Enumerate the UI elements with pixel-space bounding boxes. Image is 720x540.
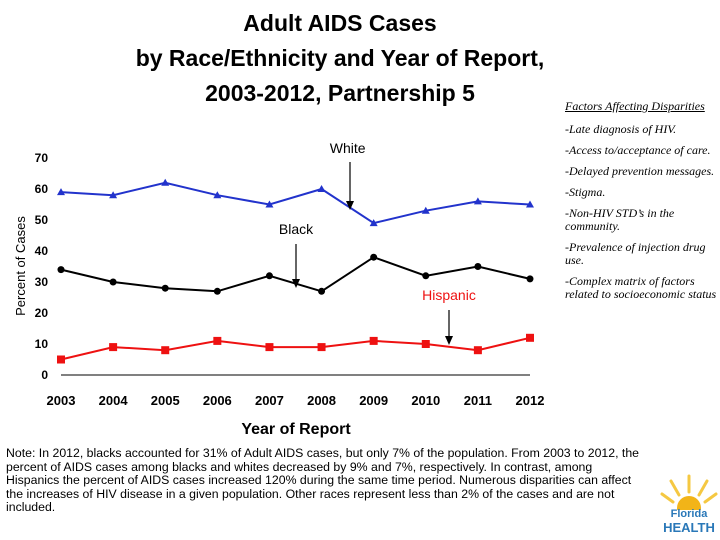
hispanic-series-line	[60, 336, 531, 361]
black-series-label: Black	[279, 221, 314, 237]
black-data-point	[265, 272, 273, 280]
factor-item: -Prevalence of injection drug use.	[565, 240, 706, 267]
black-data-point	[161, 284, 169, 292]
title-line-1: Adult AIDS Cases	[243, 10, 437, 36]
white-data-point	[161, 178, 170, 186]
hispanic-data-point	[317, 343, 326, 352]
hispanic-data-point	[213, 336, 222, 345]
x-tick-label: 2006	[203, 393, 232, 408]
x-tick-label: 2005	[151, 393, 180, 408]
factors-panel: Factors Affecting Disparities -Late diag…	[565, 99, 720, 309]
black-data-point	[422, 272, 430, 280]
sun-logo-icon	[660, 474, 718, 520]
hispanic-data-point	[265, 343, 274, 352]
black-arrow-head	[292, 279, 300, 288]
hispanic-data-point	[473, 346, 482, 355]
hispanic-data-point	[109, 343, 118, 352]
logo-text-health: HEALTH	[663, 520, 715, 535]
black-data-point	[57, 266, 65, 274]
factor-item: -Stigma.	[565, 185, 606, 199]
white-data-point	[213, 191, 222, 199]
white-data-point	[109, 191, 118, 199]
x-tick-label: 2012	[516, 393, 545, 408]
chart-title: Adult AIDS Cases by Race/Ethnicity and Y…	[80, 6, 600, 111]
hispanic-data-point	[526, 333, 534, 342]
hispanic-data-point	[421, 340, 430, 348]
white-series-line	[60, 181, 531, 225]
black-data-point	[526, 275, 534, 283]
factor-item: -Complex matrix of factors related to so…	[565, 274, 717, 301]
white-data-point	[421, 206, 430, 214]
hispanic-data-point	[57, 355, 65, 364]
chart-note: Note: In 2012, blacks accounted for 31% …	[6, 446, 640, 515]
chart-annotations: White Black Hispanic	[279, 140, 476, 345]
y-tick-label: 50	[35, 213, 49, 227]
white-data-point	[265, 200, 274, 208]
white-data-point	[57, 188, 65, 196]
hispanic-data-point	[161, 346, 170, 355]
title-line-2: by Race/Ethnicity and Year of Report,	[135, 45, 545, 71]
white-arrow-head	[346, 201, 354, 210]
y-tick-label: 10	[35, 337, 49, 351]
factor-item: -Delayed prevention messages.	[565, 164, 715, 178]
black-data-point	[213, 287, 221, 295]
white-series-label: White	[330, 140, 366, 156]
factor-item: -Access to/acceptance of care.	[565, 143, 711, 157]
y-tick-label: 60	[35, 182, 49, 196]
y-tick-label: 70	[35, 151, 49, 165]
x-tick-label: 2004	[99, 393, 129, 408]
y-tick-label: 20	[35, 306, 49, 320]
y-axis-title: Percent of Cases	[13, 216, 28, 316]
black-data-point	[318, 287, 326, 295]
logo-text-florida: Florida	[670, 508, 708, 520]
y-tick-label: 40	[35, 244, 49, 258]
white-data-point	[473, 197, 482, 205]
x-tick-label: 2011	[464, 393, 492, 408]
x-tick-label: 2008	[307, 393, 336, 408]
y-tick-label: 0	[41, 368, 48, 382]
hispanic-arrow-head	[445, 336, 453, 345]
black-data-point	[109, 278, 117, 286]
x-tick-label: 2003	[47, 393, 76, 408]
x-tick-label: 2010	[411, 393, 440, 408]
y-tick-label: 30	[35, 275, 49, 289]
white-data-point	[369, 219, 378, 227]
hispanic-series-label: Hispanic	[422, 287, 476, 303]
factors-heading: Factors Affecting Disparities	[565, 99, 705, 113]
black-data-point	[370, 253, 378, 261]
x-axis-title: Year of Report	[241, 421, 351, 438]
florida-health-logo: Florida HEALTH	[660, 470, 718, 536]
title-line-3: 2003-2012, Partnership 5	[205, 80, 475, 106]
factor-item: -Late diagnosis of HIV.	[565, 122, 677, 136]
x-tick-label: 2009	[359, 393, 388, 408]
hispanic-data-point	[369, 336, 378, 345]
factor-item: -Non-HIV STD’s in the community.	[565, 206, 675, 233]
white-data-point	[526, 200, 534, 208]
white-data-point	[317, 185, 326, 192]
chart-axes: 0 10 20 30 40 50 60 70 2003 2004 2005 2006 2007 2008 2…	[13, 151, 544, 438]
x-tick-label: 2007	[255, 393, 284, 408]
black-data-point	[474, 263, 482, 270]
